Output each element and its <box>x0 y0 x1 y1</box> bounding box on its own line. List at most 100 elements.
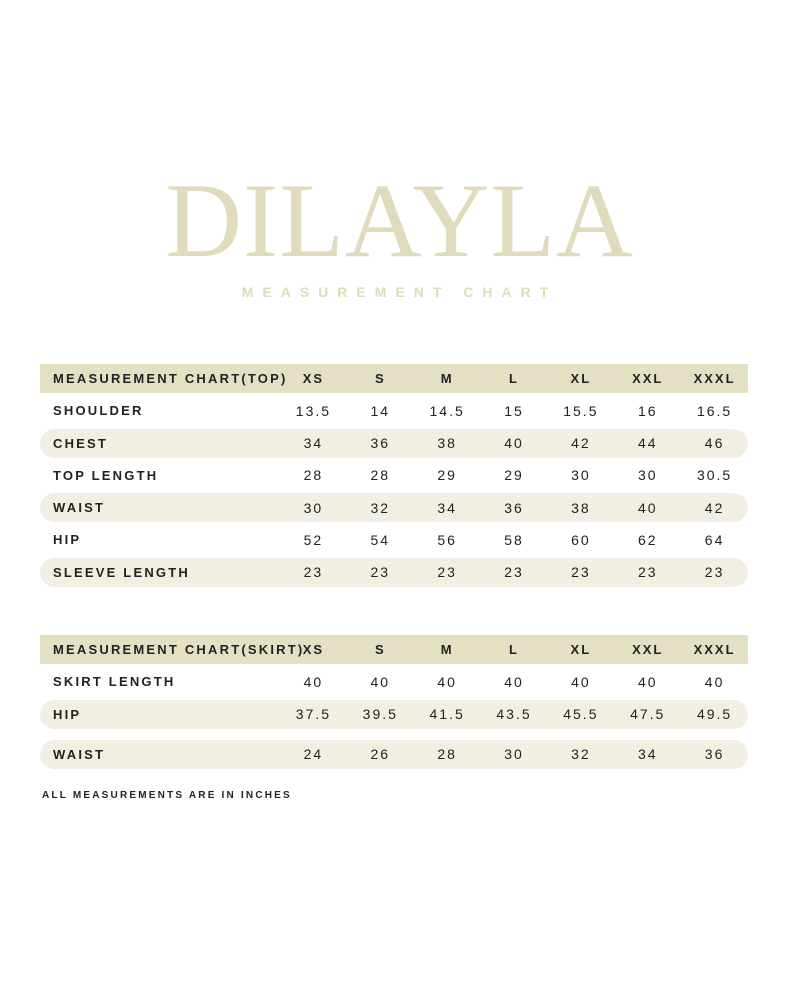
size-column-header: L <box>509 371 519 386</box>
brand-logo: DILAYLA <box>165 162 634 279</box>
size-column-header: XS <box>302 642 325 657</box>
size-column-header: M <box>440 642 454 657</box>
measurement-value: 41.5 <box>429 706 465 723</box>
measurement-label: SKIRT LENGTH <box>53 674 176 690</box>
measurement-value: 36 <box>504 499 524 516</box>
measurement-value: 40 <box>504 435 524 452</box>
measurement-value: 62 <box>637 531 658 548</box>
measurement-value: 64 <box>704 531 725 548</box>
table-title: MEASUREMENT CHART(SKIRT) <box>53 642 305 657</box>
size-column-header: XXL <box>632 371 664 386</box>
measurement-value: 40 <box>504 673 524 690</box>
measurement-value: 40 <box>303 673 324 690</box>
measurement-value: 14.5 <box>429 402 465 419</box>
measurement-value: 15 <box>504 402 524 419</box>
measurement-value: 23 <box>504 564 524 581</box>
size-column-header: S <box>374 371 386 386</box>
measurement-label: HIP <box>53 532 82 548</box>
table-title: MEASUREMENT CHART(TOP) <box>53 371 288 386</box>
measurement-value: 23 <box>704 564 725 581</box>
measurement-value: 16.5 <box>696 402 733 419</box>
measurement-value: 30 <box>571 467 591 484</box>
measurement-value: 40 <box>571 673 591 690</box>
size-column-header: L <box>509 642 519 657</box>
measurement-label: SLEEVE LENGTH <box>53 564 190 580</box>
measurement-value: 40 <box>637 673 658 690</box>
measurement-label: HIP <box>53 706 82 722</box>
measurement-label: WAIST <box>53 746 106 762</box>
measurement-value: 42 <box>571 435 591 452</box>
measurement-table-top: MEASUREMENT CHART(TOP) XS S M L XL XXL XXXL SHOU… <box>40 364 748 590</box>
table-header-row: MEASUREMENT CHART(TOP) XS S M L XL XXL XXXL <box>40 364 748 393</box>
measurement-value: 24 <box>303 746 324 763</box>
measurement-value: 58 <box>504 531 524 548</box>
measurement-label: WAIST <box>53 500 106 516</box>
measurement-value: 44 <box>637 435 658 452</box>
measurement-value: 28 <box>370 467 391 484</box>
measurement-value: 23 <box>303 564 324 581</box>
measurement-value: 36 <box>704 746 725 763</box>
measurement-value: 42 <box>704 499 725 516</box>
measurement-value: 30 <box>504 746 524 763</box>
measurement-value: 14 <box>370 402 391 419</box>
measurement-value: 15.5 <box>563 402 599 419</box>
measurement-label: SHOULDER <box>53 403 144 419</box>
measurement-row: SLEEVE LENGTH 23 23 23 23 23 23 23 <box>40 557 748 587</box>
measurement-label: TOP LENGTH <box>53 467 159 483</box>
measurement-table-skirt: MEASUREMENT CHART(SKIRT) XS S M L XL XXL XXXL SK… <box>40 635 748 772</box>
measurement-value: 28 <box>303 467 324 484</box>
measurement-value: 30 <box>303 499 324 516</box>
table-header-row: MEASUREMENT CHART(SKIRT) XS S M L XL XXL XXXL <box>40 635 748 664</box>
measurement-value: 43.5 <box>496 706 532 723</box>
measurement-row: WAIST 24 26 28 30 32 34 36 <box>40 739 748 769</box>
measurement-value: 30 <box>637 467 658 484</box>
measurement-value: 47.5 <box>630 706 666 723</box>
measurement-label: CHEST <box>53 435 109 451</box>
measurement-value: 30.5 <box>696 467 733 484</box>
measurement-row: SHOULDER 13.5 14 14.5 15 15.5 16 16.5 <box>40 396 748 425</box>
measurement-value: 32 <box>571 746 591 763</box>
measurement-row: WAIST 30 32 34 36 38 40 42 <box>40 493 748 523</box>
measurement-value: 26 <box>370 746 391 763</box>
measurement-value: 40 <box>370 673 391 690</box>
measurement-value: 23 <box>637 564 658 581</box>
measurement-row: HIP 52 54 56 58 60 62 64 <box>40 525 748 554</box>
measurement-value: 60 <box>571 531 591 548</box>
measurement-value: 54 <box>370 531 391 548</box>
measurement-value: 29 <box>437 467 457 484</box>
measurement-value: 32 <box>370 499 391 516</box>
measurement-value: 29 <box>504 467 524 484</box>
size-column-header: XXL <box>632 642 664 657</box>
measurement-value: 37.5 <box>295 706 332 723</box>
measurement-value: 46 <box>704 435 725 452</box>
measurement-row: SKIRT LENGTH 40 40 40 40 40 40 40 <box>40 667 748 696</box>
brand-subtitle: MEASUREMENT CHART <box>241 284 558 300</box>
measurement-value: 40 <box>637 499 658 516</box>
size-column-header: XXXL <box>693 371 736 386</box>
units-note: ALL MEASUREMENTS ARE IN INCHES <box>42 790 292 801</box>
size-column-header: XL <box>570 642 592 657</box>
size-column-header: M <box>440 371 454 386</box>
measurement-value: 39.5 <box>362 706 398 723</box>
size-column-header: XL <box>570 371 592 386</box>
measurement-value: 40 <box>704 673 725 690</box>
measurement-row: HIP 37.5 39.5 41.5 43.5 45.5 47.5 49.5 <box>40 699 748 729</box>
measurement-value: 28 <box>437 746 457 763</box>
measurement-value: 38 <box>571 499 591 516</box>
measurement-value: 56 <box>437 531 457 548</box>
size-column-header: XXXL <box>693 642 736 657</box>
size-column-header: XS <box>302 371 325 386</box>
measurement-value: 13.5 <box>295 402 332 419</box>
measurement-value: 38 <box>437 435 457 452</box>
measurement-row: TOP LENGTH 28 28 29 29 30 30 30.5 <box>40 461 748 490</box>
measurement-value: 16 <box>637 402 658 419</box>
size-column-header: S <box>374 642 386 657</box>
measurement-value: 40 <box>437 673 457 690</box>
measurement-value: 36 <box>370 435 391 452</box>
measurement-value: 34 <box>437 499 457 516</box>
measurement-row: CHEST 34 36 38 40 42 44 46 <box>40 428 748 458</box>
measurement-value: 45.5 <box>563 706 599 723</box>
measurement-value: 49.5 <box>696 706 733 723</box>
measurement-value: 34 <box>303 435 324 452</box>
